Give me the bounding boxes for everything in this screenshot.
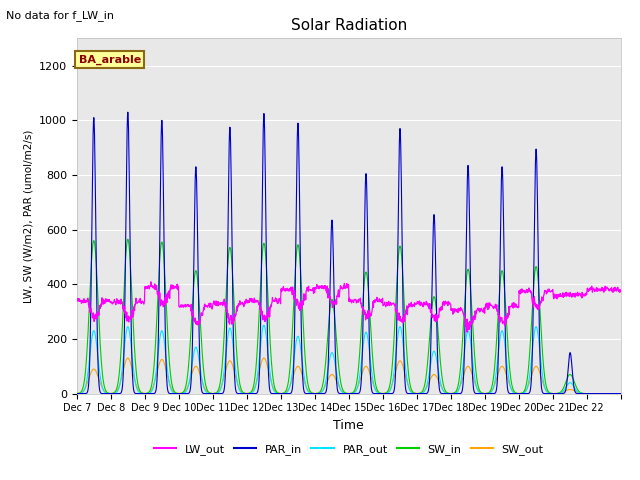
Text: BA_arable: BA_arable bbox=[79, 55, 141, 65]
Y-axis label: LW, SW (W/m2), PAR (umol/m2/s): LW, SW (W/m2), PAR (umol/m2/s) bbox=[24, 129, 33, 303]
X-axis label: Time: Time bbox=[333, 419, 364, 432]
Legend: LW_out, PAR_in, PAR_out, SW_in, SW_out: LW_out, PAR_in, PAR_out, SW_in, SW_out bbox=[150, 439, 548, 459]
Title: Solar Radiation: Solar Radiation bbox=[291, 18, 407, 33]
Text: No data for f_LW_in: No data for f_LW_in bbox=[6, 10, 115, 21]
